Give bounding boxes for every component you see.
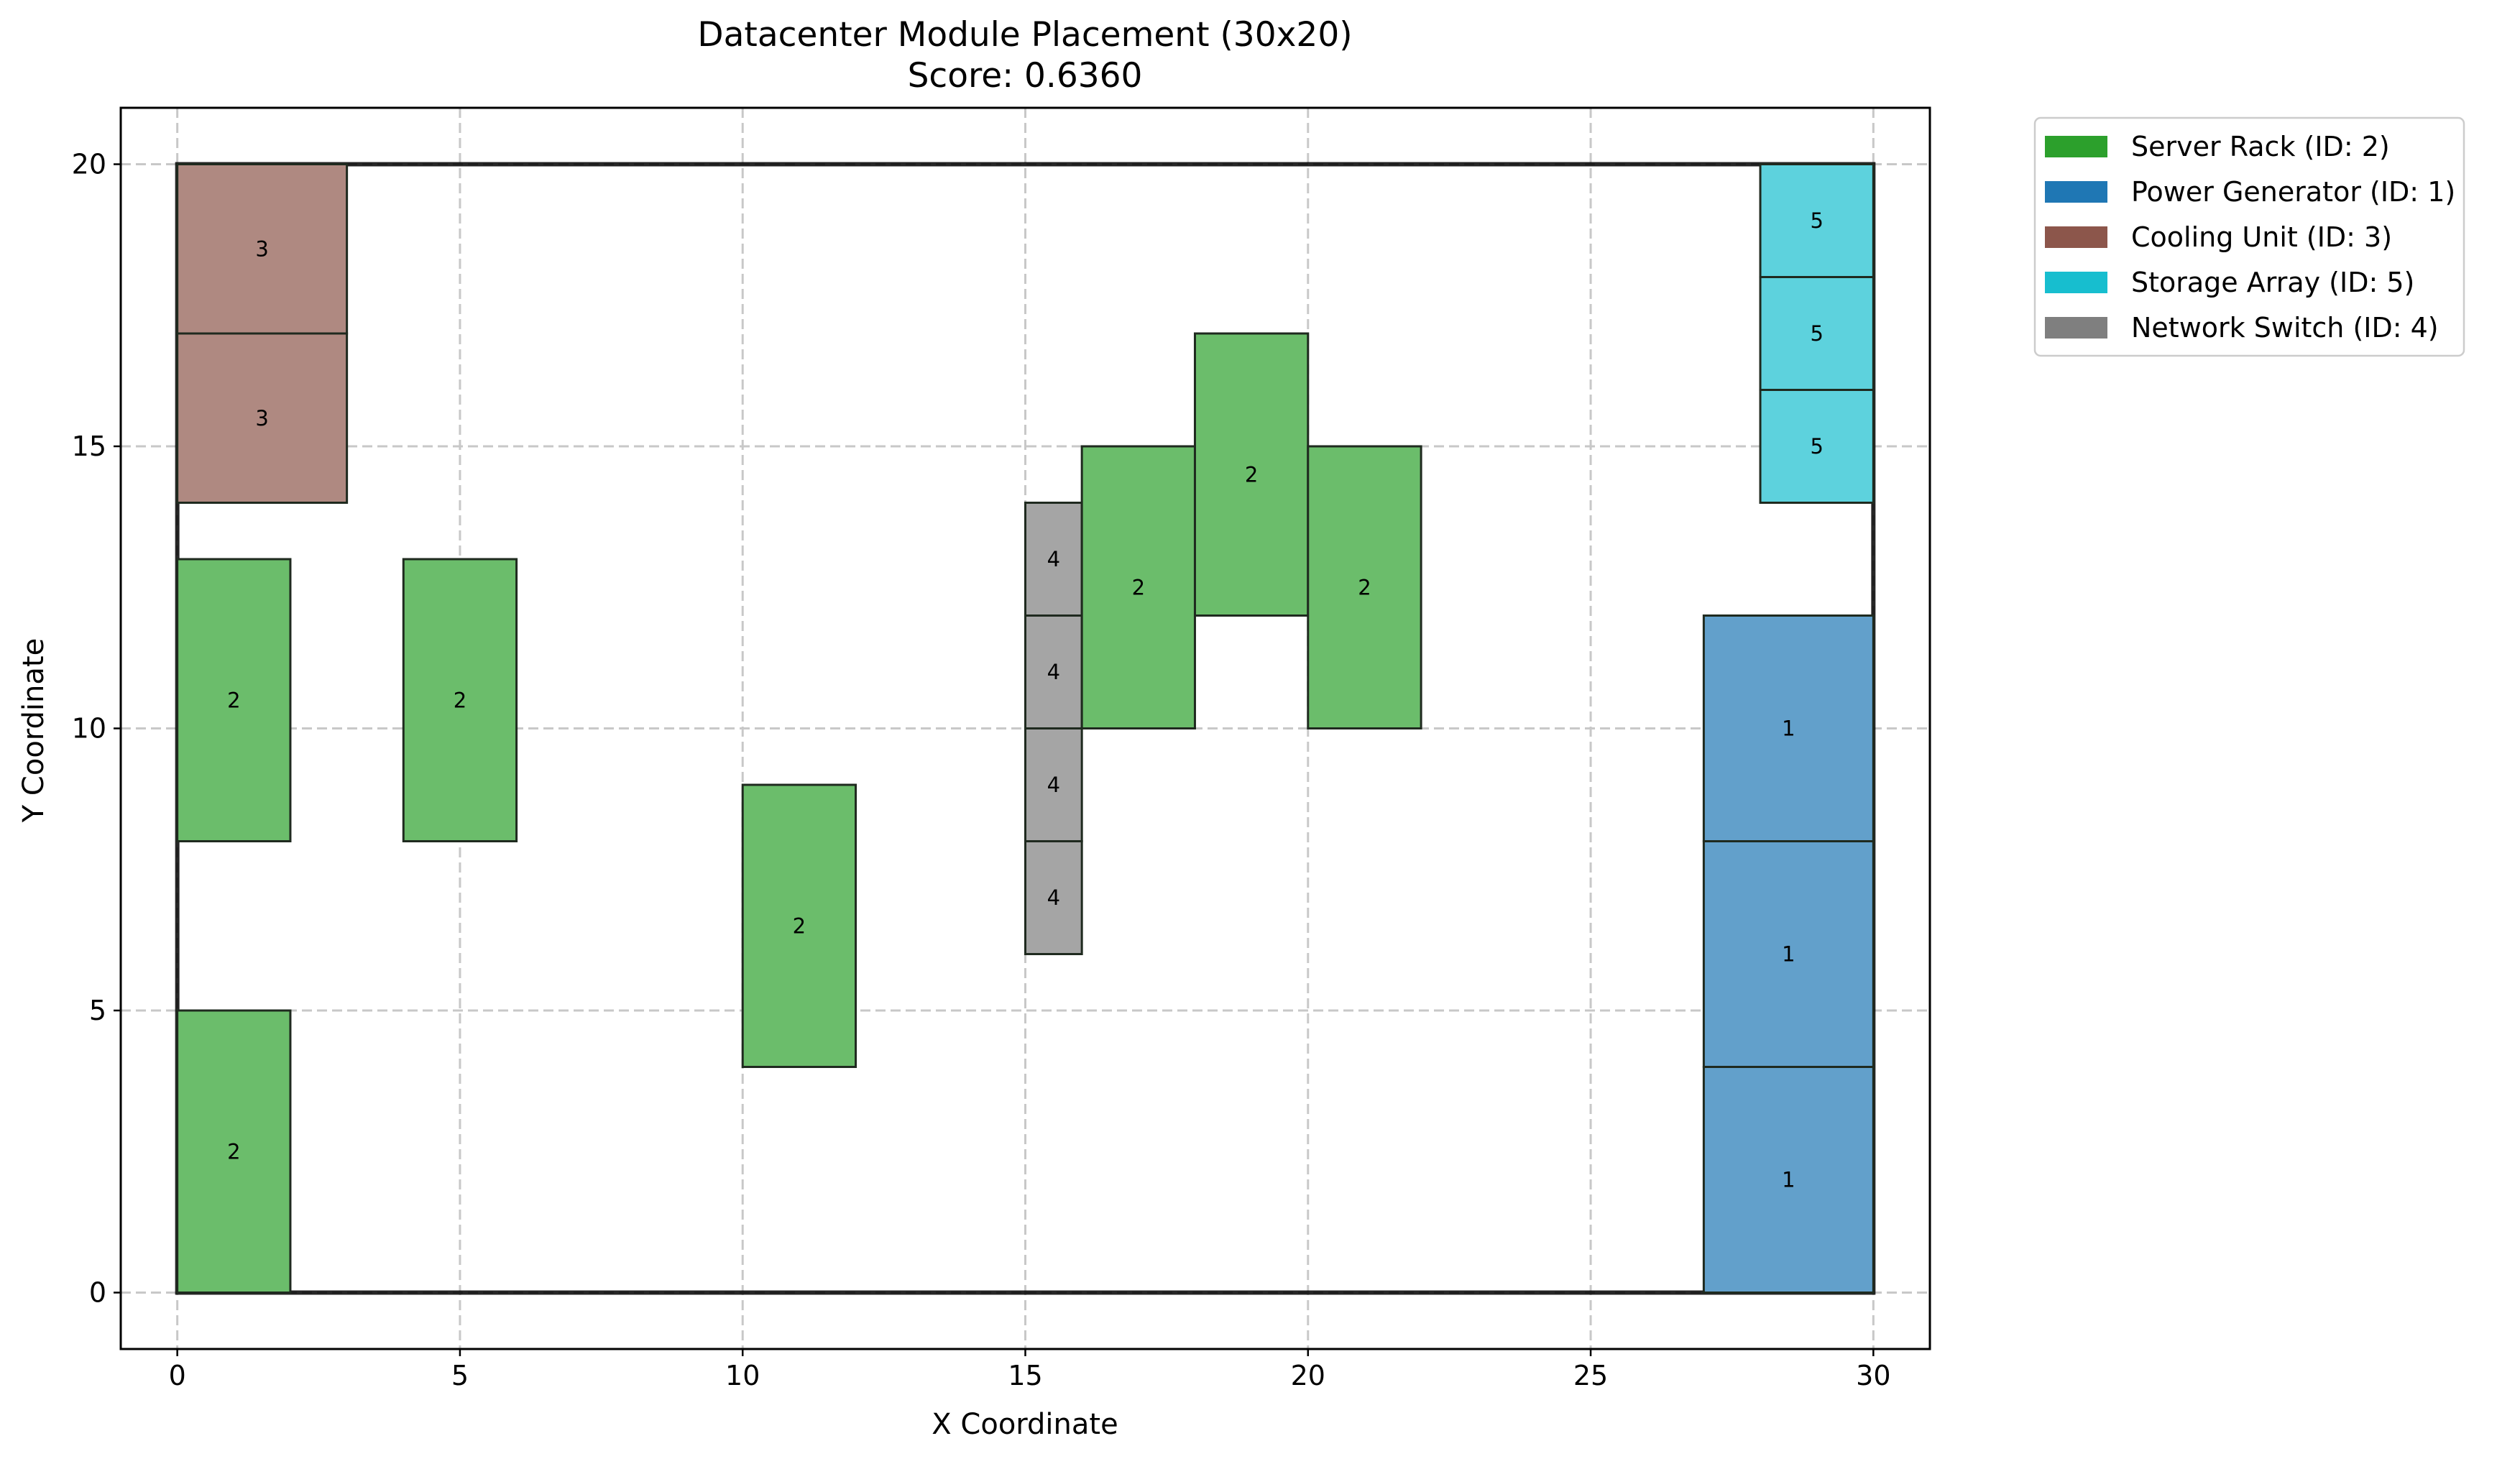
x-tick-label: 0: [169, 1360, 186, 1391]
module-rect: [1759, 389, 1875, 504]
module-rect: [1759, 163, 1875, 278]
legend-swatch: [2045, 226, 2107, 248]
module-rect: [1024, 840, 1083, 955]
legend: Server Rack (ID: 2) Power Generator (ID: …: [2033, 116, 2465, 357]
module-rect: [1024, 502, 1083, 617]
module-label: 4: [1047, 660, 1060, 684]
y-tick-label: 20: [72, 149, 106, 180]
module-label: 2: [1245, 462, 1258, 487]
x-tick-label: 10: [725, 1360, 760, 1391]
legend-label: Server Rack (ID: 2): [2131, 131, 2390, 162]
module-2: 2: [741, 783, 857, 1068]
module-5: 5: [1759, 276, 1875, 391]
x-tick-label: 20: [1291, 1360, 1325, 1391]
module-label: 3: [255, 236, 268, 261]
legend-label: Cooling Unit (ID: 3): [2131, 221, 2392, 253]
x-tick-label: 30: [1856, 1360, 1890, 1391]
module-4: 4: [1024, 502, 1083, 617]
legend-label: Storage Array (ID: 5): [2131, 267, 2414, 298]
module-label: 2: [227, 1139, 240, 1164]
module-4: 4: [1024, 840, 1083, 955]
module-label: 4: [1047, 773, 1060, 797]
module-rect: [402, 558, 518, 842]
module-rect: [176, 163, 349, 335]
chart-subtitle: Score: 0.6360: [908, 56, 1143, 96]
x-axis-label: X Coordinate: [932, 1408, 1118, 1441]
module-label: 5: [1810, 434, 1823, 459]
module-rect: [176, 558, 292, 842]
module-5: 5: [1759, 163, 1875, 278]
module-label: 3: [255, 406, 268, 431]
module-1: 1: [1702, 1066, 1875, 1294]
module-2: 2: [1307, 445, 1422, 729]
module-2: 2: [176, 1009, 292, 1294]
module-label: 1: [1782, 717, 1795, 741]
module-label: 2: [227, 688, 240, 712]
module-3: 3: [176, 163, 349, 335]
module-3: 3: [176, 332, 349, 504]
module-label: 2: [454, 688, 466, 712]
module-1: 1: [1702, 614, 1875, 842]
legend-swatch: [2045, 136, 2107, 157]
module-label: 4: [1047, 547, 1060, 571]
module-rect: [1702, 614, 1875, 842]
x-tick-label: 25: [1573, 1360, 1608, 1391]
y-tick-label: 15: [72, 431, 106, 462]
module-2: 2: [1193, 332, 1310, 617]
module-2: 2: [402, 558, 518, 842]
module-rect: [176, 1009, 292, 1294]
module-label: 2: [793, 913, 806, 938]
module-4: 4: [1024, 727, 1083, 842]
legend-swatch: [2045, 272, 2107, 293]
module-rect: [1307, 445, 1422, 729]
module-label: 1: [1782, 1168, 1795, 1192]
module-rect: [1024, 614, 1083, 729]
y-tick-label: 0: [89, 1277, 106, 1309]
x-tick-label: 15: [1008, 1360, 1042, 1391]
module-rect: [1024, 727, 1083, 842]
y-axis-label: Y Coordinate: [17, 638, 50, 823]
module-label: 4: [1047, 885, 1060, 910]
module-label: 2: [1358, 575, 1371, 599]
module-rect: [741, 783, 857, 1068]
module-rect: [1702, 1066, 1875, 1294]
legend-box: [2033, 116, 2465, 357]
legend-swatch: [2045, 317, 2107, 339]
legend-swatch: [2045, 181, 2107, 203]
module-rect: [1193, 332, 1310, 617]
module-5: 5: [1759, 389, 1875, 504]
module-1: 1: [1702, 840, 1875, 1068]
legend-label: Power Generator (ID: 1): [2131, 176, 2455, 208]
y-tick-label: 10: [72, 713, 106, 745]
module-2: 2: [176, 558, 292, 842]
module-2: 2: [1080, 445, 1196, 729]
module-rect: [176, 332, 349, 504]
chart-title: Datacenter Module Placement (30x20): [697, 15, 1352, 55]
module-4: 4: [1024, 614, 1083, 729]
modules: 3 3 2 2 2 2 4 4 4 4 2 2 2 5 5 5 1 1 1: [176, 163, 1875, 1294]
x-tick-label: 5: [451, 1360, 469, 1391]
module-label: 1: [1782, 942, 1795, 967]
module-label: 5: [1810, 321, 1823, 346]
module-rect: [1759, 276, 1875, 391]
y-tick-label: 5: [89, 995, 106, 1026]
module-label: 5: [1810, 208, 1823, 233]
module-label: 2: [1132, 575, 1145, 599]
legend-label: Network Switch (ID: 4): [2131, 312, 2439, 344]
